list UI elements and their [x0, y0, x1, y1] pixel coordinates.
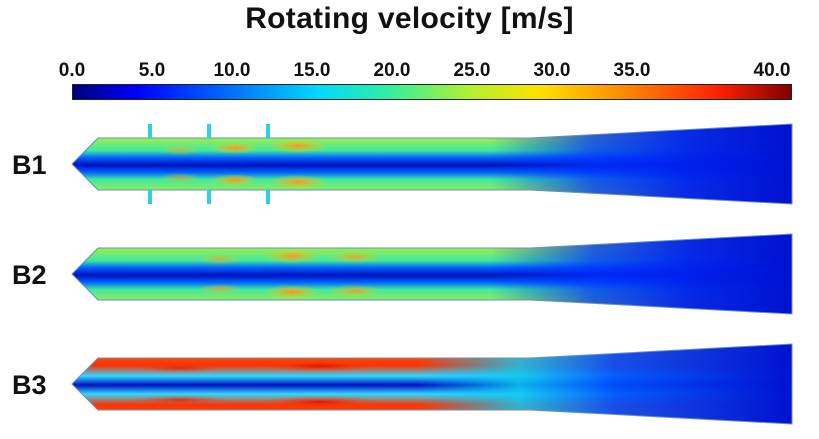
- contour-b2: [72, 234, 792, 314]
- inlet-port: [266, 190, 270, 204]
- inlet-port: [207, 124, 211, 138]
- colorbar-tick: 5.0: [138, 60, 166, 81]
- case-label-b1: B1: [12, 150, 47, 180]
- colorbar-tick: 30.0: [533, 60, 571, 81]
- figure-title: Rotating velocity [m/s]: [245, 2, 574, 35]
- contour-b3: [72, 344, 792, 424]
- colorbar-tick: 15.0: [293, 60, 331, 81]
- inlet-port: [148, 124, 152, 138]
- inlet-port: [207, 190, 211, 204]
- colorbar-tick: 40.0: [753, 60, 791, 81]
- inlet-port: [266, 124, 270, 138]
- colorbar-tick: 25.0: [453, 60, 491, 81]
- colorbar: [72, 84, 792, 100]
- colorbar-tick: 35.0: [613, 60, 651, 81]
- inlet-port: [148, 190, 152, 204]
- colorbar-tick: 10.0: [213, 60, 251, 81]
- colorbar-tick: 20.0: [373, 60, 411, 81]
- colorbar-tick: 0.0: [58, 60, 86, 81]
- case-label-b2: B2: [12, 260, 47, 290]
- case-label-b3: B3: [12, 370, 47, 400]
- contour-b1: [72, 124, 792, 204]
